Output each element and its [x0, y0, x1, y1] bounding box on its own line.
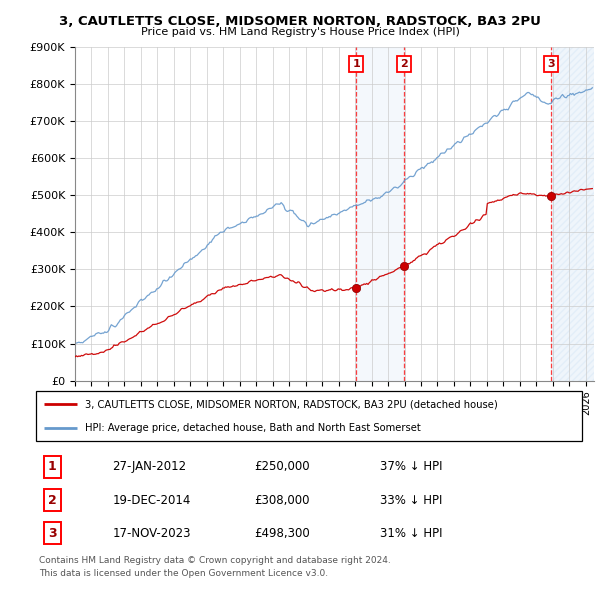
Text: £250,000: £250,000: [254, 460, 310, 474]
Text: 3: 3: [547, 59, 554, 69]
Text: 33% ↓ HPI: 33% ↓ HPI: [380, 493, 442, 507]
Text: 3: 3: [48, 526, 56, 540]
Text: 2: 2: [48, 493, 57, 507]
Text: 3, CAUTLETTS CLOSE, MIDSOMER NORTON, RADSTOCK, BA3 2PU (detached house): 3, CAUTLETTS CLOSE, MIDSOMER NORTON, RAD…: [85, 399, 498, 409]
Text: £498,300: £498,300: [254, 526, 310, 540]
Bar: [551, 47, 594, 381]
Text: 1: 1: [353, 59, 360, 69]
Text: Price paid vs. HM Land Registry's House Price Index (HPI): Price paid vs. HM Land Registry's House …: [140, 27, 460, 37]
Text: 27-JAN-2012: 27-JAN-2012: [112, 460, 187, 474]
Text: Contains HM Land Registry data © Crown copyright and database right 2024.: Contains HM Land Registry data © Crown c…: [39, 556, 391, 565]
Text: HPI: Average price, detached house, Bath and North East Somerset: HPI: Average price, detached house, Bath…: [85, 423, 421, 433]
Text: 31% ↓ HPI: 31% ↓ HPI: [380, 526, 442, 540]
Text: 17-NOV-2023: 17-NOV-2023: [112, 526, 191, 540]
Text: 37% ↓ HPI: 37% ↓ HPI: [380, 460, 442, 474]
FancyBboxPatch shape: [36, 391, 582, 441]
Text: 3, CAUTLETTS CLOSE, MIDSOMER NORTON, RADSTOCK, BA3 2PU: 3, CAUTLETTS CLOSE, MIDSOMER NORTON, RAD…: [59, 15, 541, 28]
Text: This data is licensed under the Open Government Licence v3.0.: This data is licensed under the Open Gov…: [39, 569, 328, 578]
Text: £308,000: £308,000: [254, 493, 310, 507]
Bar: [356, 47, 404, 381]
Text: 2: 2: [400, 59, 408, 69]
Text: 19-DEC-2014: 19-DEC-2014: [112, 493, 191, 507]
Text: 1: 1: [48, 460, 57, 474]
